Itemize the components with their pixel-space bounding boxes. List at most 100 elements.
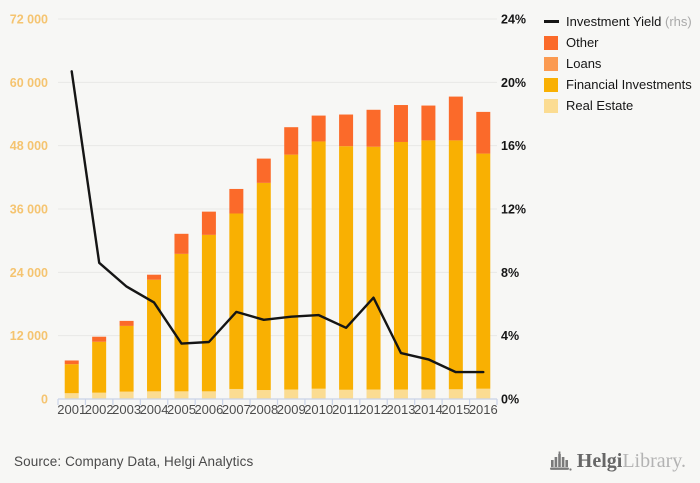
x-axis-label: 2011 (332, 402, 360, 417)
bar-segment-financial-investments (393, 141, 408, 390)
legend-color-swatch (544, 98, 558, 113)
bar-segment-financial-investments (119, 325, 134, 392)
bar-segment-financial-investments (339, 146, 354, 390)
x-axis-label: 2005 (167, 402, 196, 417)
x-axis-label: 2016 (469, 402, 498, 417)
bar-segment-financial-investments (256, 182, 271, 391)
legend-rhs-note: (rhs) (661, 14, 692, 29)
plot-area: 0 12 000 24 000 36 000 48 000 60 000 72 000 0% 4… (10, 13, 526, 418)
right-axis-label: 12% (501, 203, 526, 217)
bar-segment-other (64, 360, 79, 365)
x-axis-label: 2009 (277, 402, 306, 417)
legend-item-investment-yield: Investment Yield (rhs) (544, 14, 692, 29)
bar-segment-real-estate (256, 390, 271, 399)
bar-segment-other (147, 274, 162, 280)
legend-label: Other (566, 35, 599, 50)
x-axis-label: 2010 (304, 402, 333, 417)
bar-segment-real-estate (229, 388, 244, 399)
bar-segment-real-estate (174, 391, 189, 399)
bar-segment-real-estate (339, 389, 354, 399)
legend-label: Investment Yield (rhs) (566, 14, 692, 29)
legend-label: Loans (566, 56, 602, 71)
bar-segment-financial-investments (147, 279, 162, 392)
logo-text-helgi: Helgi (576, 450, 623, 472)
bar-segment-real-estate (311, 388, 326, 399)
x-axis-label: 2015 (441, 402, 470, 417)
bar-segment-other (448, 96, 463, 141)
left-axis-label: 0 (41, 393, 48, 407)
bar-segment-real-estate (393, 389, 408, 399)
bar-segment-financial-investments (366, 146, 381, 390)
bar-segment-other (201, 211, 216, 235)
x-axis-label: 2014 (414, 402, 443, 417)
bar-segment-real-estate (476, 388, 491, 399)
bar-segment-other (311, 115, 326, 142)
right-axis-label: 4% (501, 329, 519, 343)
legend-color-swatch (544, 77, 558, 92)
bar-segment-other (174, 233, 189, 254)
legend-line-swatch (544, 20, 559, 23)
bar-segment-financial-investments (284, 154, 299, 390)
bar-segment-other (366, 109, 381, 147)
bar-segment-other (256, 158, 271, 183)
footer: Source: Company Data, Helgi Analytics He… (0, 439, 700, 483)
bar-segment-real-estate (119, 391, 134, 399)
bar-segment-financial-investments (64, 364, 79, 394)
left-axis-label: 60 000 (10, 76, 48, 90)
bar-segment-real-estate (448, 389, 463, 399)
left-axis-label: 48 000 (10, 139, 48, 153)
bar-segment-financial-investments (174, 253, 189, 392)
bar-segment-other (339, 114, 354, 147)
bar-segment-other (229, 188, 244, 214)
right-axis-label: 0% (501, 393, 519, 407)
x-axis-label: 2012 (359, 402, 388, 417)
bar-segment-other (119, 320, 134, 326)
x-axis-label: 2008 (249, 402, 278, 417)
bar-segment-real-estate (147, 391, 162, 399)
left-axis-label: 36 000 (10, 203, 48, 217)
x-axis-label: 2003 (112, 402, 141, 417)
legend-label: Financial Investments (566, 77, 692, 92)
x-axis-label: 2013 (387, 402, 416, 417)
bar-segment-other (92, 336, 107, 342)
chart: 0 12 000 24 000 36 000 48 000 60 000 72 000 0% 4… (10, 13, 526, 418)
bar-segment-financial-investments (311, 141, 326, 389)
legend-label: Real Estate (566, 98, 634, 113)
x-axis-label: 2001 (57, 402, 86, 417)
bar-segment-financial-investments (421, 140, 436, 390)
x-axis-label: 2006 (194, 402, 223, 417)
legend-item-real-estate: Real Estate (544, 98, 692, 113)
left-axis-label: 12 000 (10, 329, 48, 343)
x-axis-label: 2007 (222, 402, 251, 417)
bar-segment-real-estate (64, 393, 79, 399)
bar-segment-financial-investments (92, 341, 107, 393)
bar-segment-real-estate (366, 389, 381, 399)
bar-segment-financial-investments (448, 140, 463, 390)
logo-text: HelgiLibrary. (577, 451, 686, 471)
castle-icon (549, 451, 572, 471)
logo-text-library: Library. (622, 450, 686, 472)
legend-color-swatch (544, 56, 558, 71)
legend-color-swatch (544, 35, 558, 50)
bar-segment-real-estate (421, 389, 436, 399)
investment-yield-line (70, 70, 485, 374)
bar-segment-financial-investments (201, 234, 216, 392)
helgi-library-logo: HelgiLibrary. (549, 450, 686, 472)
right-axis-label: 24% (501, 13, 526, 27)
bar-segment-other (284, 127, 299, 155)
right-axis-label: 16% (501, 139, 526, 153)
right-axis-label: 20% (501, 76, 526, 90)
right-axis-label: 8% (501, 266, 519, 280)
legend-item-loans: Loans (544, 56, 692, 71)
left-axis-label: 24 000 (10, 266, 48, 280)
bar-segment-real-estate (92, 392, 107, 399)
bar-segment-other (393, 105, 408, 142)
x-axis-label: 2002 (85, 402, 114, 417)
source-text: Source: Company Data, Helgi Analytics (14, 453, 254, 469)
legend: Investment Yield (rhs) Other Loans Financia… (544, 14, 692, 113)
bar-segment-financial-investments (229, 213, 244, 389)
bar-segment-real-estate (284, 389, 299, 399)
x-axis-label: 2004 (140, 402, 169, 417)
left-axis-label: 72 000 (10, 13, 48, 27)
